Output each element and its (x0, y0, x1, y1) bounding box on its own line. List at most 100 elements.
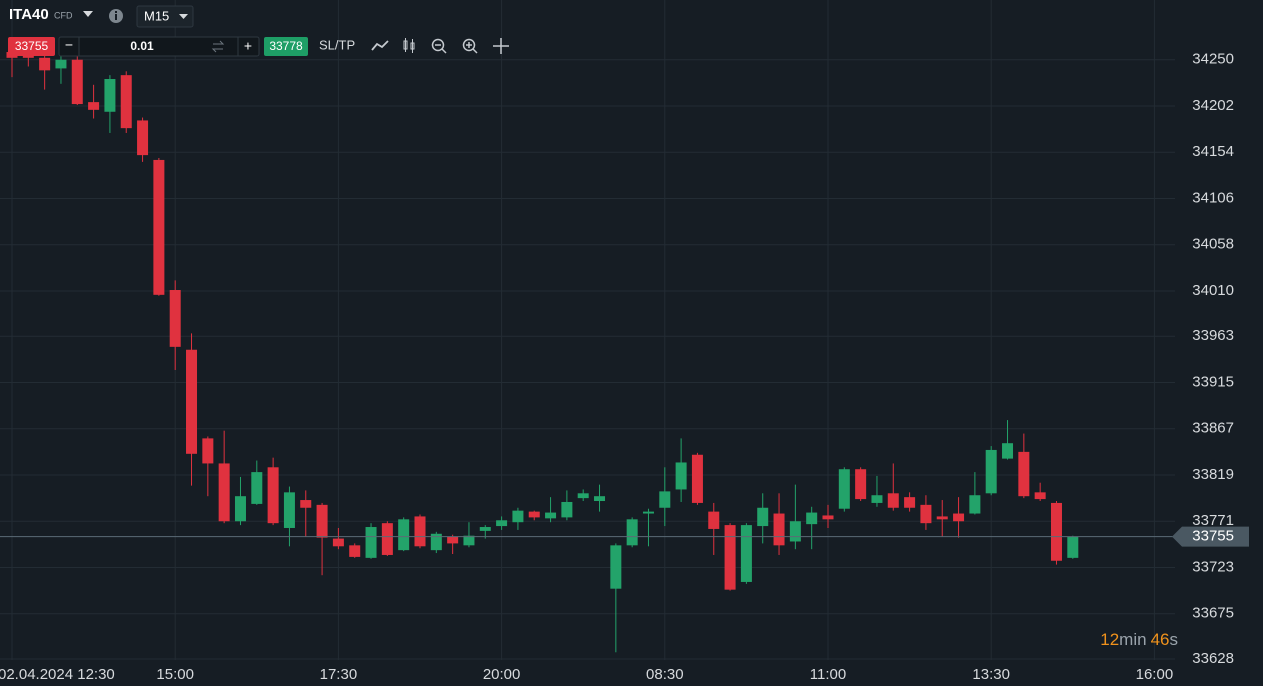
candle-body (88, 102, 100, 110)
candle-body (1002, 443, 1014, 459)
volume-minus[interactable]: − (65, 37, 73, 53)
candle-body (349, 545, 361, 557)
last-price-badge (1172, 526, 1249, 547)
y-tick-label: 34202 (1192, 97, 1234, 114)
candle-body (724, 525, 736, 590)
candle-icon[interactable] (403, 38, 415, 53)
sell-button[interactable] (8, 37, 55, 56)
candle-body (855, 469, 867, 500)
candle-body (610, 545, 622, 589)
candle-body (447, 536, 459, 544)
candle-body (120, 75, 132, 129)
candle-body (218, 463, 230, 522)
candle-body (512, 510, 524, 523)
candle-body (675, 462, 687, 490)
y-tick-label: 34106 (1192, 189, 1234, 206)
sell-price[interactable]: 33755 (15, 39, 49, 53)
candle-body (251, 472, 263, 504)
candle-body (71, 59, 83, 105)
y-tick-label: 34058 (1192, 236, 1234, 253)
candle-body (708, 511, 720, 529)
candle-body (283, 492, 295, 528)
order-bar: 33755 − 0.01 + 33778 SL/TP (8, 36, 509, 57)
buy-price[interactable]: 33778 (269, 39, 303, 53)
candle-body (316, 504, 328, 538)
x-tick-label: 08:30 (646, 666, 684, 683)
candle-body (936, 516, 948, 520)
volume-plus[interactable]: + (244, 38, 252, 54)
candle-body (594, 496, 606, 502)
y-tick-label: 33723 (1192, 558, 1234, 575)
y-tick-label: 34250 (1192, 51, 1234, 68)
candle-body (463, 535, 475, 546)
swap-icon[interactable] (211, 40, 225, 53)
candle-body (642, 511, 654, 514)
y-tick-label: 34010 (1192, 282, 1234, 299)
candle-body (496, 520, 508, 527)
candle-body (953, 513, 965, 522)
volume[interactable]: 0.01 (130, 39, 154, 53)
candle-body (414, 516, 426, 547)
candle-body (545, 512, 557, 519)
x-tick-label: 15:00 (156, 666, 194, 683)
timeframe-box[interactable] (136, 5, 194, 28)
candle-body (202, 438, 214, 464)
candle-body (104, 79, 116, 112)
candle-body (186, 349, 198, 454)
candle-body (1067, 536, 1079, 558)
candle-body (169, 290, 181, 347)
candle-body (430, 533, 442, 551)
candle-body (1018, 451, 1030, 497)
candle-body (969, 495, 981, 514)
pan-icon[interactable] (493, 38, 509, 54)
volume-input[interactable] (58, 36, 260, 57)
line-chart-icon[interactable] (371, 40, 389, 51)
info-icon-bar (115, 14, 117, 20)
last-price-label: 33755 (1192, 528, 1234, 545)
candle-body (267, 467, 279, 524)
zoom-in-icon[interactable] (462, 38, 478, 54)
x-tick-label: 20:00 (483, 666, 521, 683)
grid (0, 0, 1175, 660)
candle-body (691, 454, 703, 503)
candle-body (757, 507, 769, 527)
symbol-dropdown[interactable] (83, 11, 93, 17)
timeframe[interactable]: M15 (144, 8, 169, 23)
countdown: 12min 46s (1100, 630, 1178, 649)
symbol[interactable]: ITA40 (9, 6, 49, 23)
y-tick-label: 33628 (1192, 650, 1234, 667)
sltp-button[interactable]: SL/TP (319, 37, 355, 52)
buy-button[interactable] (264, 37, 308, 56)
candle-body (740, 525, 752, 582)
candle-body (39, 57, 51, 71)
y-tick-label: 33867 (1192, 420, 1234, 437)
candle-body (300, 500, 312, 508)
y-tick-label: 33771 (1192, 512, 1234, 529)
candle-body (626, 519, 638, 546)
candle-body (1050, 502, 1062, 561)
x-tick-label: 11:00 (810, 666, 846, 683)
y-tick-label: 33675 (1192, 605, 1234, 622)
candle-body (822, 515, 834, 520)
x-tick-label: 16:00 (1136, 666, 1174, 683)
candle-body (985, 449, 997, 494)
x-tick-label: 13:30 (972, 666, 1010, 683)
candle-body (365, 527, 377, 558)
candle-body (789, 521, 801, 542)
candle-body (153, 159, 165, 295)
candle-body (561, 501, 573, 518)
y-tick-label: 33915 (1192, 373, 1234, 390)
countdown-minutes: 12 (1100, 630, 1119, 649)
y-tick-label: 33819 (1192, 466, 1234, 483)
timeframe-dropdown[interactable] (179, 14, 188, 19)
candles (6, 48, 1079, 653)
candle-body (55, 59, 67, 69)
candle-body (22, 55, 34, 58)
candle-body (659, 491, 671, 508)
x-tick-label: 17:30 (320, 666, 358, 683)
countdown-minutes-unit: min (1119, 630, 1146, 649)
zoom-out-icon[interactable] (431, 38, 447, 54)
